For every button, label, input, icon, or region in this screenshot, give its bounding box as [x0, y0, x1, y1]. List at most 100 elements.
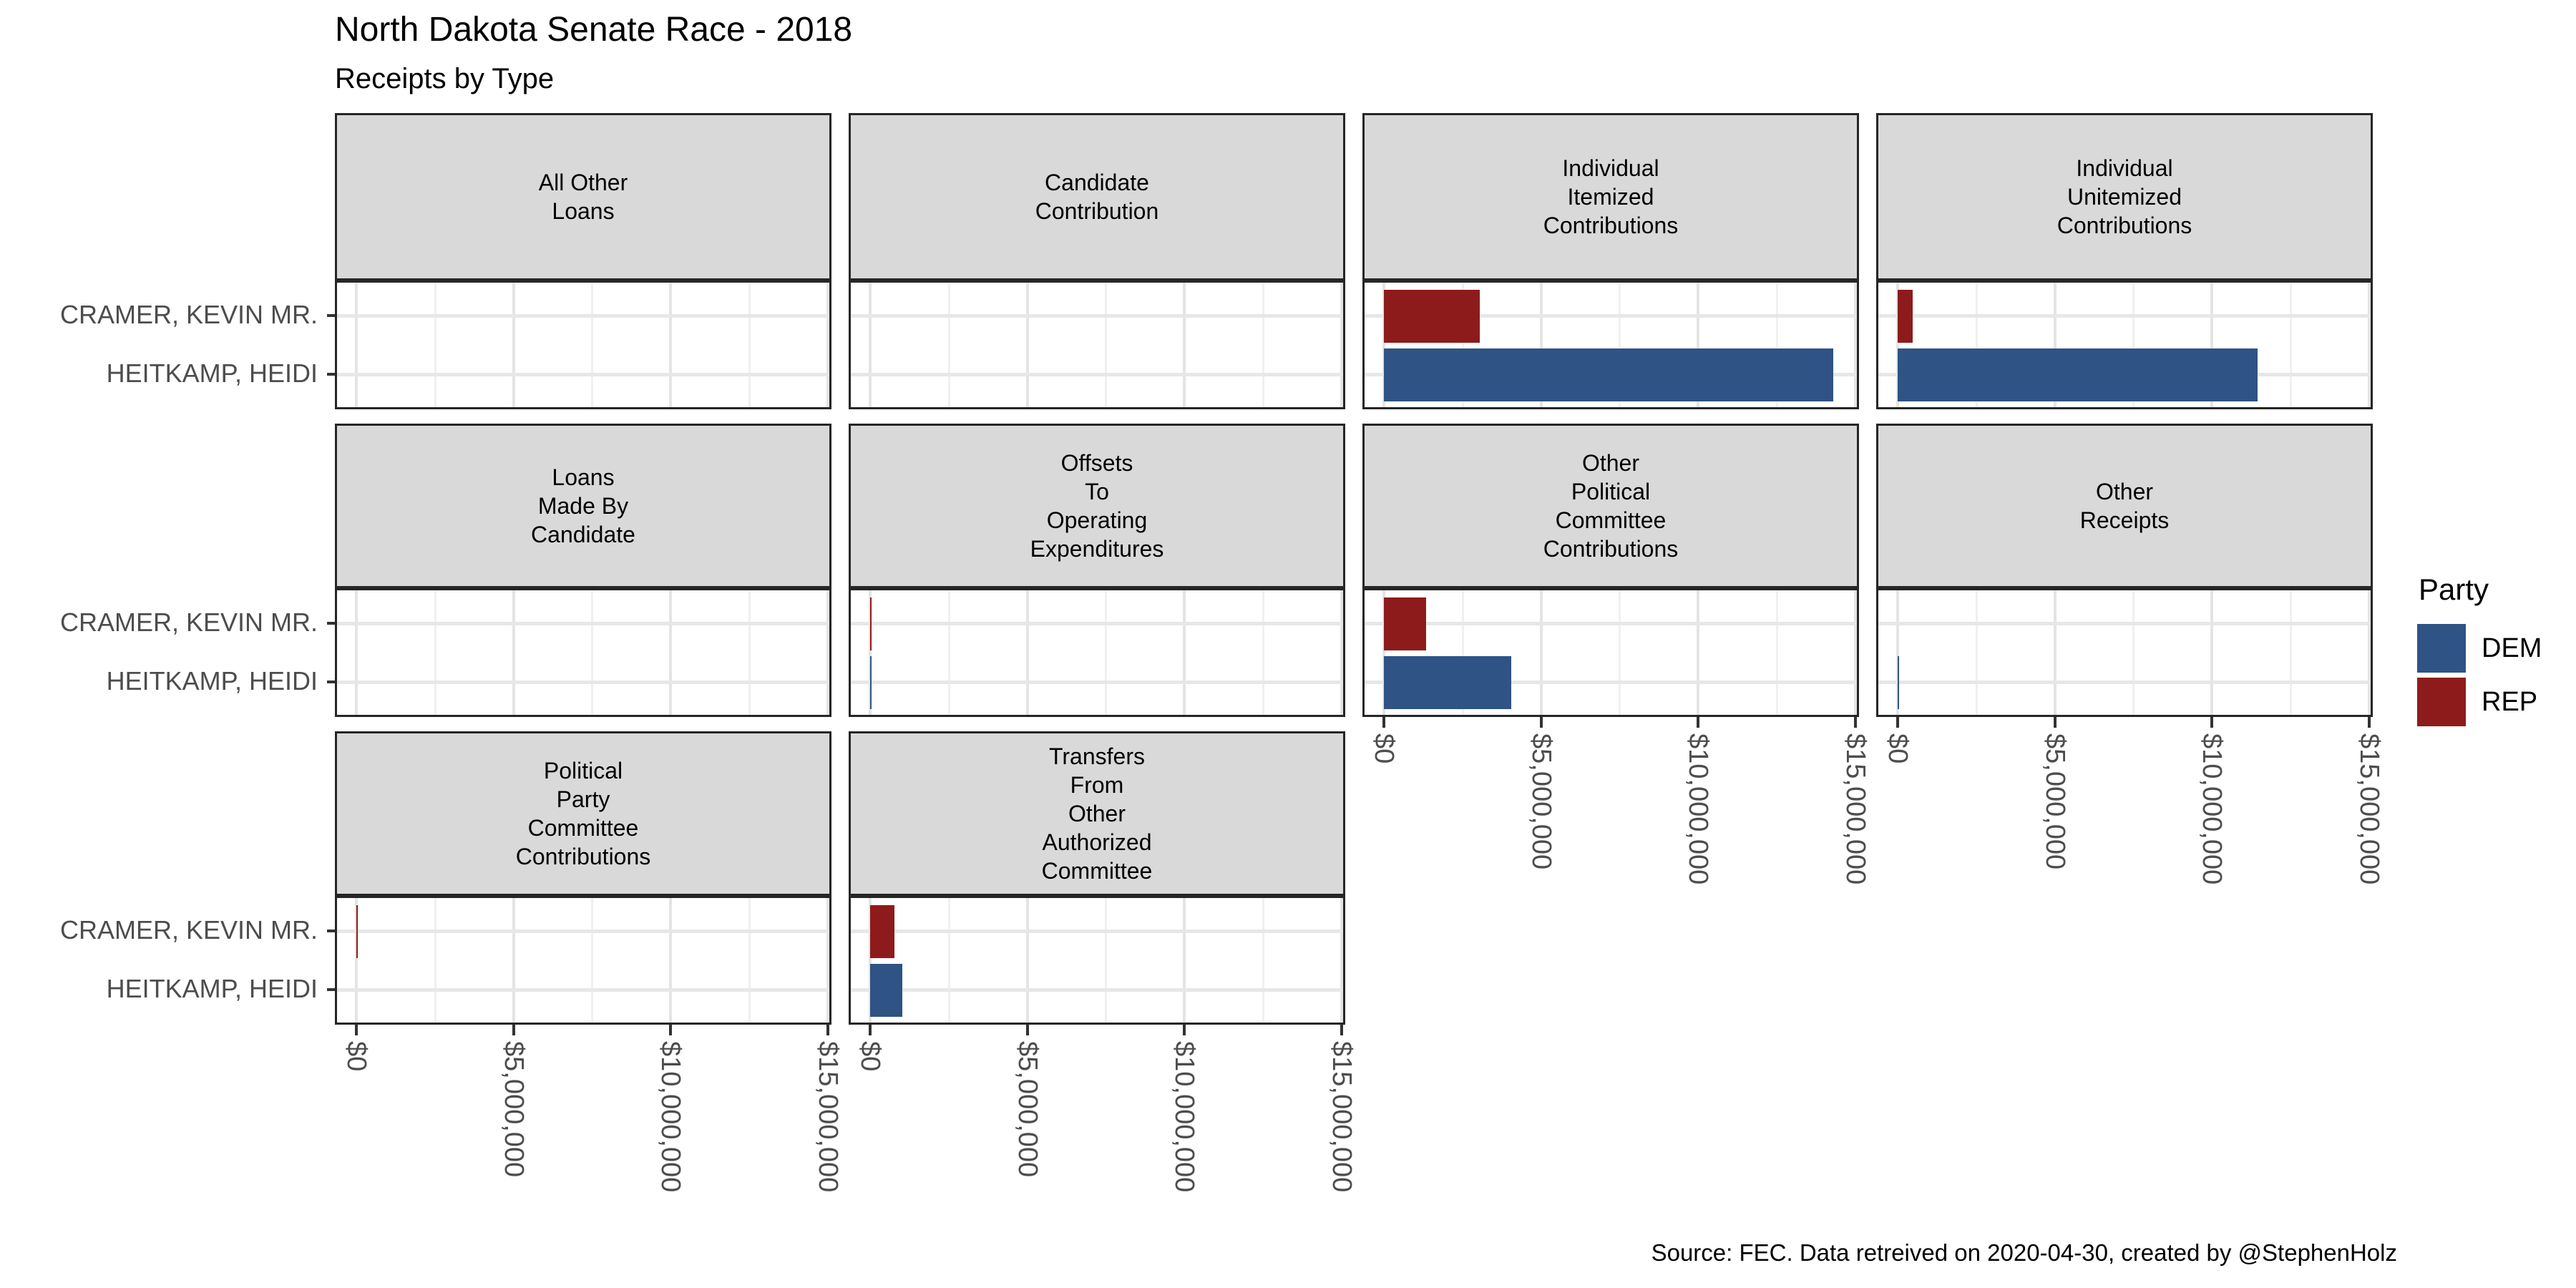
gridline-minor — [1619, 590, 1621, 715]
gridline-major — [669, 898, 672, 1023]
bar-rep — [1384, 290, 1480, 343]
legend-title: Party — [2419, 572, 2489, 606]
y-axis-label: CRAMER, KEVIN MR. — [59, 300, 318, 329]
bar-dem — [870, 656, 872, 709]
rep-swatch — [2417, 678, 2466, 726]
y-axis-label: HEITKAMP, HEIDI — [106, 358, 318, 388]
gridline-minor — [1775, 283, 1778, 407]
gridline-minor — [748, 283, 751, 407]
gridline-minor — [434, 898, 436, 1023]
chart-subtitle: Receipts by Type — [335, 63, 555, 94]
gridline-major — [826, 590, 829, 715]
gridline-minor — [434, 590, 436, 715]
gridline-major — [1183, 283, 1186, 407]
gridline-major — [512, 283, 515, 407]
facet-strip: Offsets To Operating Expenditures — [849, 424, 1345, 588]
gridline-major — [1853, 283, 1857, 407]
gridline-major — [1340, 283, 1343, 407]
x-axis-label: $0 — [341, 1041, 371, 1072]
gridline-major — [1539, 590, 1543, 715]
x-tick — [1896, 717, 1899, 728]
y-tick — [327, 988, 335, 991]
facet-panel — [849, 588, 1345, 717]
facet-strip: All Other Loans — [335, 113, 831, 280]
gridline-major — [2210, 283, 2213, 407]
gridline-major — [1697, 590, 1699, 715]
gridline-minor — [1262, 283, 1264, 407]
x-axis-label: $10,000,000 — [655, 1041, 686, 1193]
gridline-minor — [1775, 590, 1778, 715]
x-tick — [512, 1025, 515, 1035]
gridline-major — [669, 590, 672, 715]
gridline-minor — [591, 590, 594, 715]
facet-strip: Other Receipts — [1876, 424, 2373, 588]
bar-rep — [356, 905, 358, 958]
bar-rep — [1898, 290, 1913, 343]
gridline-minor — [591, 898, 594, 1023]
gridline-major — [1025, 898, 1029, 1023]
gridline-minor — [947, 898, 950, 1023]
gridline-major — [826, 898, 829, 1023]
gridline-minor — [1461, 590, 1464, 715]
facet-panel — [335, 588, 831, 717]
gridline-minor — [1619, 283, 1621, 407]
gridline-minor — [2289, 590, 2292, 715]
gridline-major — [2210, 590, 2213, 715]
x-tick — [355, 1025, 358, 1035]
gridline-minor — [1105, 898, 1108, 1023]
facet-strip: Other Political Committee Contributions — [1362, 424, 1859, 588]
gridline-horizontal — [337, 930, 829, 933]
gridline-major — [1697, 283, 1699, 407]
x-axis-label: $15,000,000 — [1840, 733, 1870, 885]
gridline-minor — [947, 283, 950, 407]
gridline-horizontal — [851, 988, 1343, 992]
gridline-major — [355, 590, 358, 715]
gridline-horizontal — [337, 680, 829, 684]
gridline-major — [1896, 590, 1899, 715]
y-axis-label: HEITKAMP, HEIDI — [106, 974, 318, 1003]
x-tick — [1382, 717, 1385, 728]
gridline-major — [1896, 283, 1899, 407]
x-tick — [2210, 717, 2213, 728]
gridline-major — [2053, 590, 2057, 715]
x-tick — [2053, 717, 2057, 728]
bar-dem — [870, 964, 902, 1017]
facet-strip: Loans Made By Candidate — [335, 424, 831, 588]
gridline-minor — [748, 898, 751, 1023]
x-tick — [1025, 1025, 1029, 1035]
x-axis-label: $15,000,000 — [2353, 733, 2384, 885]
gridline-minor — [2289, 283, 2292, 407]
gridline-minor — [748, 590, 751, 715]
gridline-horizontal — [337, 622, 829, 625]
y-tick — [327, 373, 335, 376]
gridline-horizontal — [851, 314, 1343, 318]
y-axis-label: CRAMER, KEVIN MR. — [59, 915, 318, 945]
gridline-horizontal — [337, 314, 829, 318]
gridline-minor — [947, 590, 950, 715]
x-axis-label: $10,000,000 — [1169, 1041, 1199, 1193]
gridline-major — [512, 590, 515, 715]
gridline-minor — [1461, 283, 1464, 407]
dem-label: DEM — [2482, 633, 2542, 663]
y-axis-label: CRAMER, KEVIN MR. — [59, 608, 318, 637]
gridline-minor — [1262, 898, 1264, 1023]
bar-rep — [870, 905, 894, 958]
gridline-horizontal — [851, 373, 1343, 376]
gridline-major — [355, 283, 358, 407]
x-axis-label: $5,000,000 — [2039, 733, 2070, 870]
bar-dem — [1384, 656, 1511, 709]
gridline-minor — [1105, 283, 1108, 407]
x-axis-label: $5,000,000 — [1526, 733, 1556, 870]
source-caption: Source: FEC. Data retreived on 2020-04-3… — [1651, 1239, 2397, 1266]
x-tick — [1539, 717, 1543, 728]
x-tick — [1183, 1025, 1186, 1035]
gridline-horizontal — [1878, 680, 2371, 684]
facet-panel — [849, 896, 1345, 1025]
y-tick — [327, 680, 335, 683]
x-tick — [1697, 717, 1699, 728]
facet-panel — [335, 280, 831, 409]
x-axis-label: $0 — [1883, 733, 1913, 764]
facet-strip: Political Party Committee Contributions — [335, 731, 831, 896]
facet-panel — [1876, 280, 2373, 409]
y-axis-label: HEITKAMP, HEIDI — [106, 666, 318, 696]
